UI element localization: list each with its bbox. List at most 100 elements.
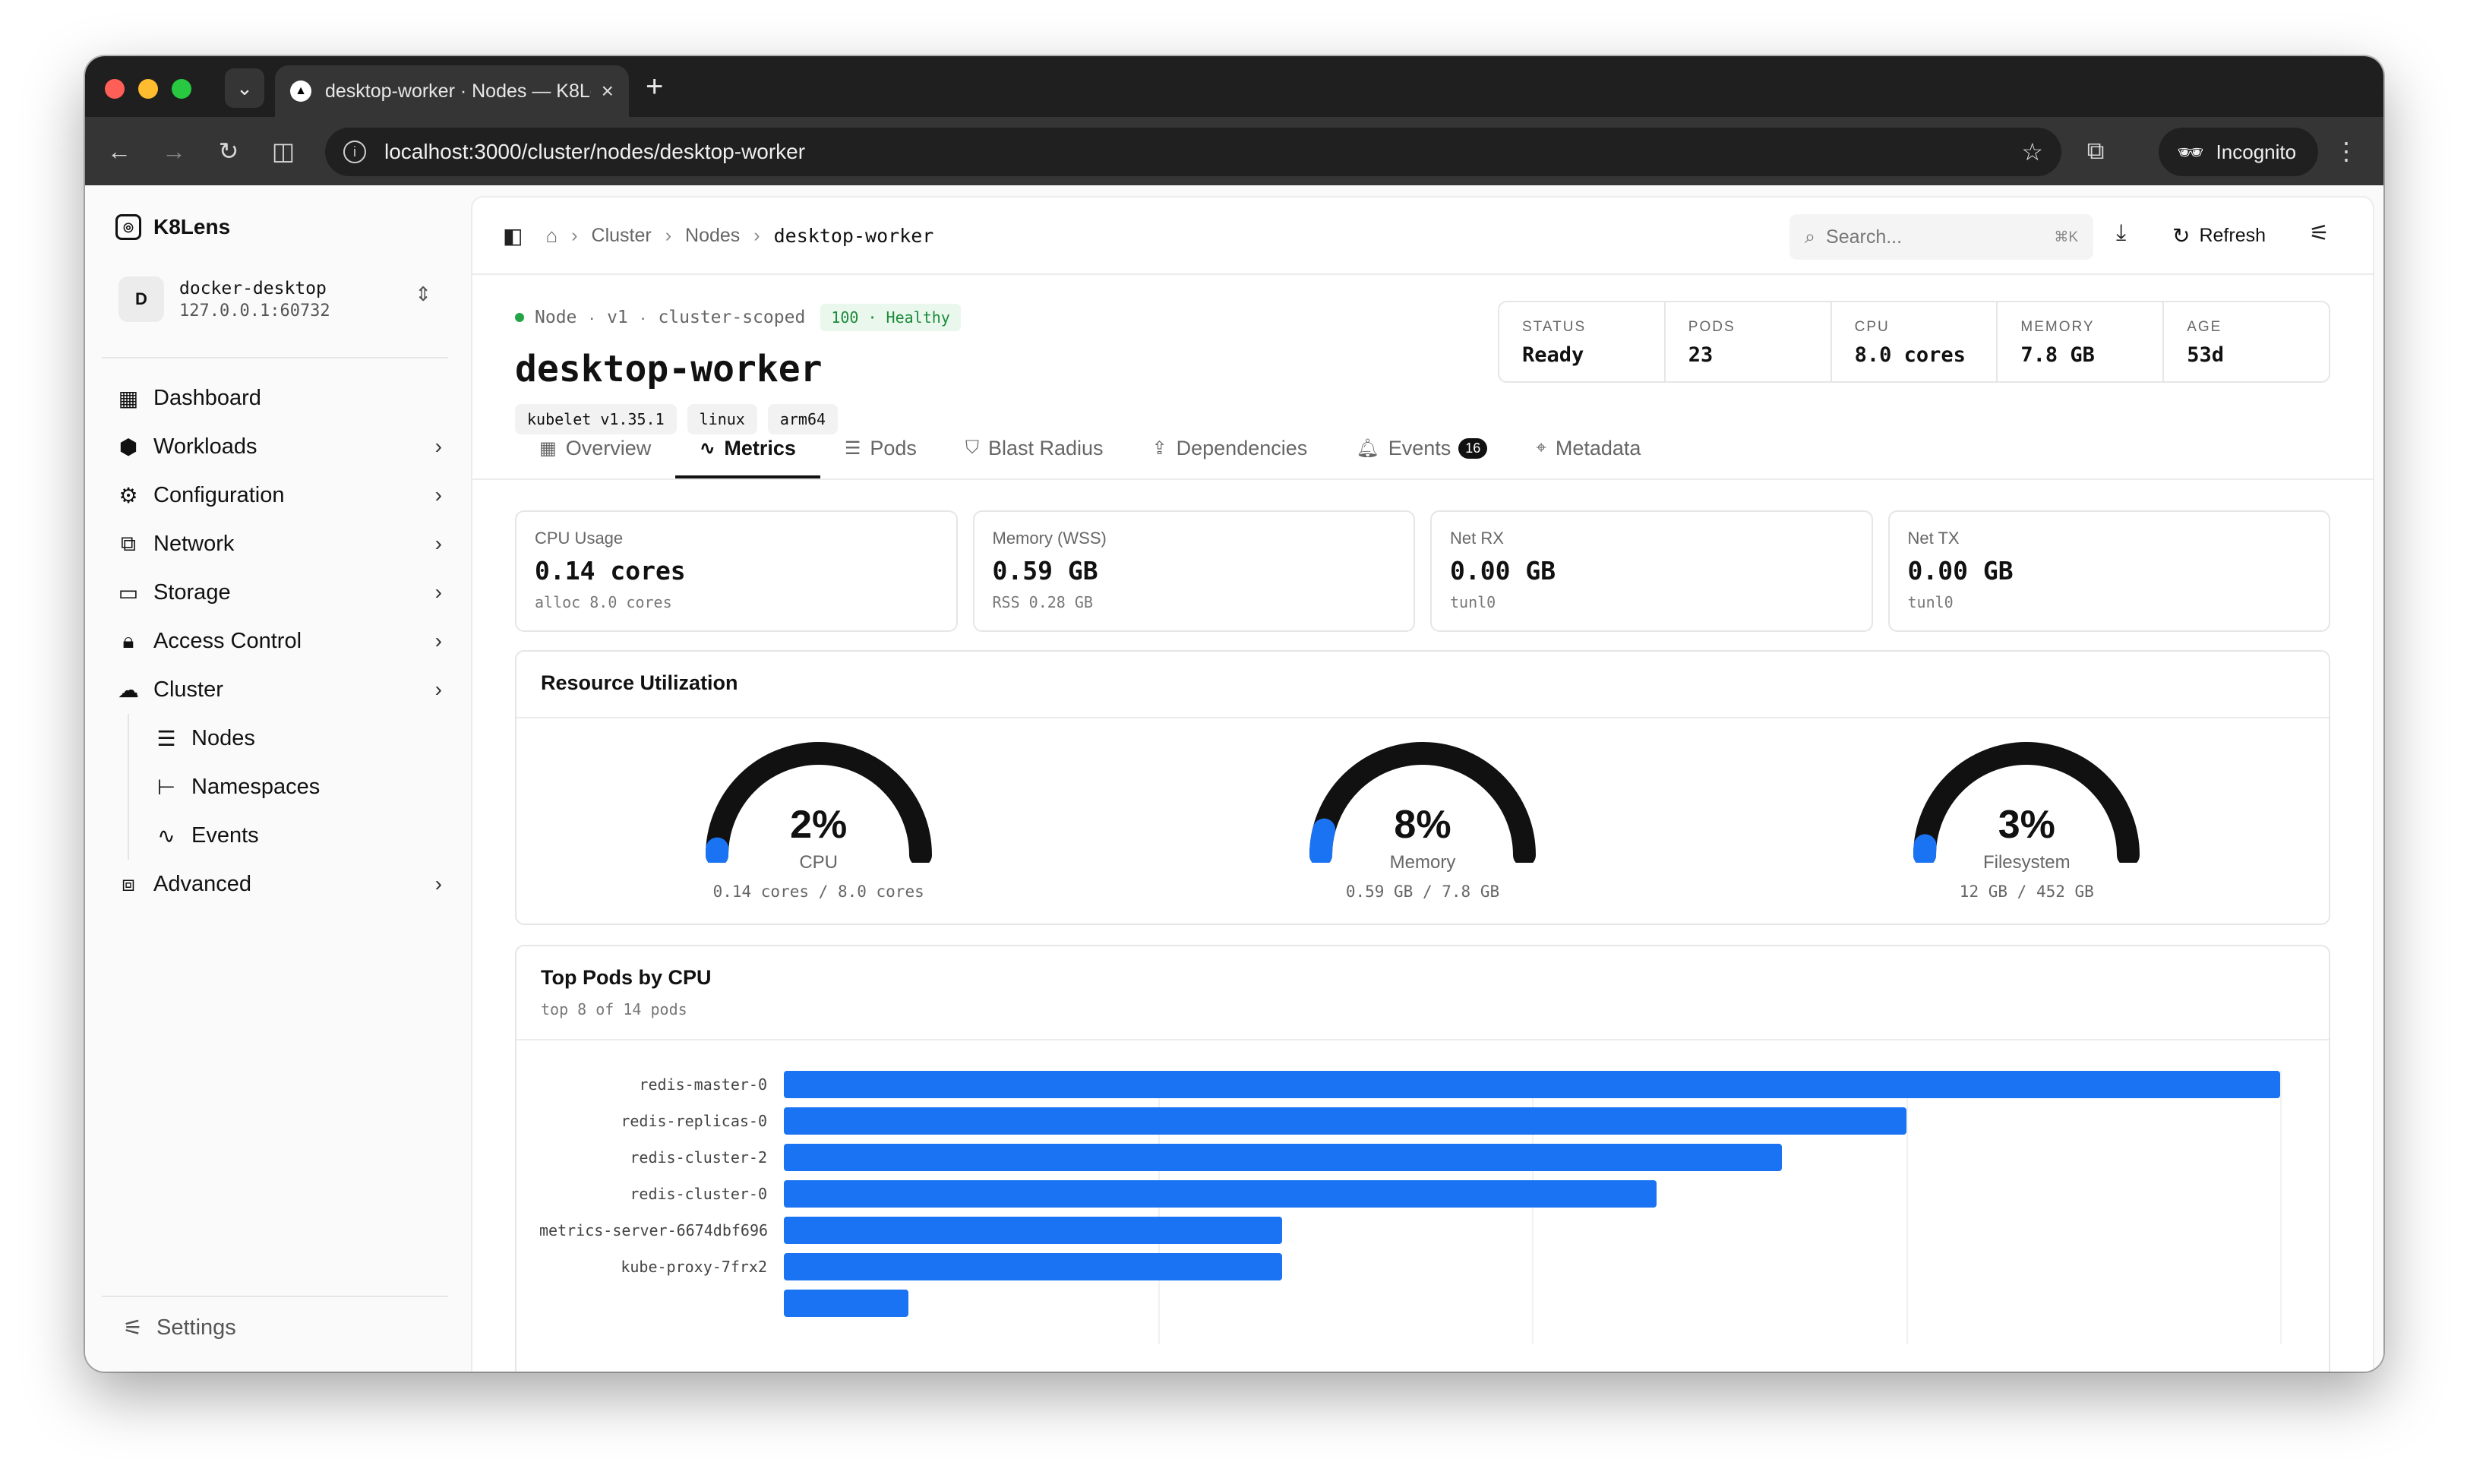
stat-age: AGE 53d [2164,302,2329,381]
node-version: v1 [607,308,628,327]
tab-dependencies[interactable]: ⇪ Dependencies [1128,418,1332,478]
new-tab-button[interactable]: + [646,70,664,103]
settings-sliders-icon[interactable]: ⚟ [2309,221,2330,246]
site-info-icon[interactable]: i [343,141,366,163]
tab-overview[interactable]: ▦ Overview [515,418,675,478]
cloud-icon: ☁︎ [118,677,139,702]
search-placeholder: Search... [1826,226,1903,248]
chevron-right-icon: › [434,532,442,555]
settings-label: Settings [156,1315,236,1340]
sidebar-item-cluster[interactable]: ☁︎ Cluster › [115,665,442,714]
sidebar-item-workloads[interactable]: ⬢ Workloads › [115,422,442,471]
maximize-window-button[interactable] [172,79,191,99]
stat-memory: MEMORY 7.8 GB [1998,302,2165,381]
sidebar-item-label: Cluster [153,677,223,702]
metric-card-memory: Memory (WSS) 0.59 GB RSS 0.28 GB [972,510,1415,632]
stat-label: AGE [2187,319,2222,335]
chevron-right-icon: › [753,225,760,246]
tab-metrics[interactable]: ∿ Metrics [675,418,820,478]
tab-label: Dependencies [1176,436,1308,459]
tab-metadata[interactable]: ⌖ Metadata [1511,418,1665,478]
grid-icon: ▦ [539,437,557,459]
toggle-sidebar-icon[interactable]: ◧ [503,224,523,248]
close-window-button[interactable] [105,79,125,99]
tab-search-button[interactable]: ⌄ [225,68,264,108]
sidebar-item-nodes[interactable]: ☰ Nodes [153,714,442,763]
extensions-icon[interactable]: ⧉ [2086,137,2105,164]
browser-tab[interactable]: ▲ desktop-worker · Nodes — K8Lens × [275,65,629,117]
address-bar[interactable]: i localhost:3000/cluster/nodes/desktop-w… [325,128,2061,176]
sidebar-divider [102,1296,448,1297]
incognito-indicator[interactable]: 🕶 Incognito [2159,128,2318,176]
minimize-window-button[interactable] [138,79,158,99]
metric-value: 0.14 cores [535,556,686,586]
sidebar-item-configuration[interactable]: ⚙ Configuration › [115,471,442,519]
refresh-button[interactable]: ↻ Refresh [2172,223,2266,248]
gauge-sub: 0.14 cores / 8.0 cores [712,883,924,901]
bar[interactable] [784,1180,1657,1208]
bar[interactable] [784,1107,1906,1135]
stat-value: Ready [1522,343,1584,367]
reload-icon[interactable]: ↻ [218,137,239,165]
resource-utilization-card: Resource Utilization 2% CPU 0.14 cores /… [515,650,2330,925]
bar[interactable] [784,1144,1782,1171]
meta-separator: · [589,307,595,327]
chevron-right-icon: › [434,580,442,604]
node-labels: kubelet v1.35.1 linux arm64 [515,404,961,434]
sidebar-item-storage[interactable]: ▭ Storage › [115,568,442,617]
brand[interactable]: ◎ K8Lens [115,214,230,240]
server-icon: ☰ [844,437,861,459]
breadcrumb: ◧ ⌂ › Cluster › Nodes › desktop-worker [503,223,933,248]
browser-menu-icon[interactable]: ⋮ [2334,137,2358,165]
chevron-right-icon: › [434,629,442,652]
bar[interactable] [784,1290,908,1317]
search-input[interactable]: ⌕ Search... ⌘K [1789,214,2093,260]
gauge-filesystem: 3% Filesystem 12 GB / 452 GB [1829,741,2224,901]
url-text[interactable]: localhost:3000/cluster/nodes/desktop-wor… [384,140,806,163]
search-icon: ⌕ [1805,226,1816,248]
gauge-label: CPU [799,852,838,873]
context-switcher[interactable]: D docker-desktop 127.0.0.1:60732 ⇕ [118,267,437,331]
gear-icon: ⚙ [118,483,138,507]
metric-value: 0.00 GB [1450,556,1556,586]
context-address: 127.0.0.1:60732 [179,301,330,320]
tab-events[interactable]: 🔔︎ Events 16 [1331,418,1511,478]
breadcrumb-cluster[interactable]: Cluster [591,225,652,246]
back-icon[interactable]: ← [107,137,131,165]
tab-blast-radius[interactable]: ⛉ Blast Radius [941,418,1128,478]
tab-label: Events [1388,436,1451,459]
split-view-icon[interactable]: ◫ [271,137,295,165]
sidebar-item-advanced[interactable]: ⧈ Advanced › [115,860,442,908]
gauge-percent: 8% [1394,803,1451,847]
gauge-arc [1309,742,1536,863]
tab-pods[interactable]: ☰ Pods [820,418,941,478]
home-icon[interactable]: ⌂ [545,224,558,247]
sidebar-item-events[interactable]: ∿ Events [153,811,442,860]
gauge-memory: 8% Memory 0.59 GB / 7.8 GB [1225,741,1620,901]
sidebar-item-namespaces[interactable]: ⊢ Namespaces [153,763,442,811]
chevron-right-icon: › [434,677,442,701]
sidebar-item-access-control[interactable]: 🔒︎ Access Control › [115,617,442,665]
breadcrumb-nodes[interactable]: Nodes [685,225,741,246]
sidebar-item-network[interactable]: ⧉ Network › [115,519,442,568]
sidebar-item-label: Namespaces [191,774,321,799]
metric-label: CPU Usage [535,529,624,548]
sidebar-item-dashboard[interactable]: ▦ Dashboard [115,374,442,422]
bar[interactable] [784,1071,2280,1098]
close-tab-icon[interactable]: × [601,79,614,103]
bar[interactable] [784,1217,1282,1244]
forward-icon[interactable]: → [162,137,186,165]
bookmark-star-icon[interactable]: ☆ [2021,138,2043,166]
refresh-icon: ↻ [2172,224,2191,248]
metric-sub: tunl0 [1907,593,1954,611]
main-panel: ◧ ⌂ › Cluster › Nodes › desktop-worker ⌕… [472,197,2373,1372]
bar[interactable] [784,1253,1282,1280]
metric-sub: RSS 0.28 GB [992,593,1093,611]
stat-pods: PODS 23 [1666,302,1832,381]
download-icon[interactable]: ⤓ [2116,220,2127,245]
sidebar-item-label: Events [191,823,259,848]
sidebar-item-settings[interactable]: ⚟ Settings [123,1315,236,1341]
metric-value: 0.59 GB [992,556,1098,586]
tabs-divider [472,478,2373,480]
activity-icon: ∿ [157,823,175,848]
